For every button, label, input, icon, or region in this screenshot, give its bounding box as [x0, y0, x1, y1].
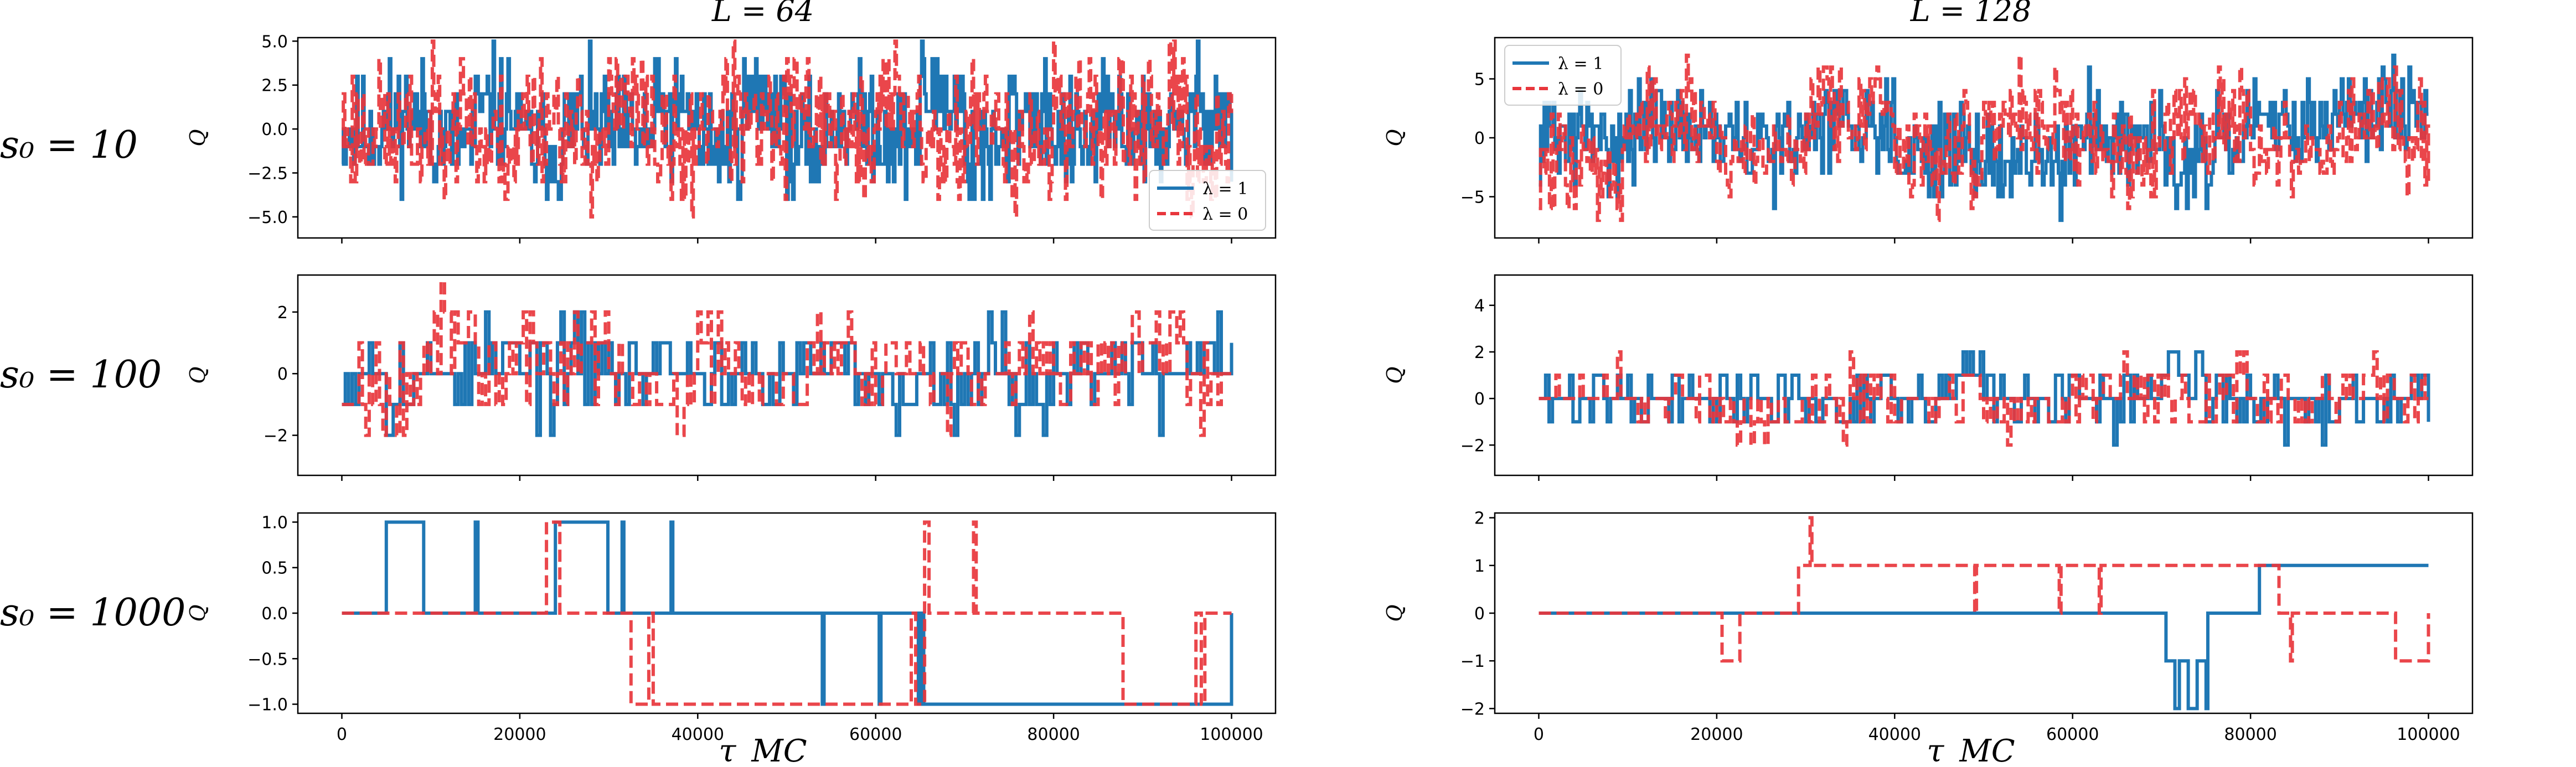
panel-L128_s100: −2 0 2 4 Q [1382, 274, 2474, 481]
legend-label: λ = 1 [1558, 54, 1603, 74]
panel-L64_s1000: −1.0 −0.5 0.0 0.5 1.0 Q 0 20000 40000 60000 80000 1… [185, 512, 1277, 744]
y-tick-label: 5 [1474, 70, 1485, 90]
column-title-right: L = 128 [1910, 0, 2032, 28]
y-tick-label: 0.5 [261, 559, 288, 578]
x-tick-label: 60000 [2046, 725, 2099, 744]
x-tick-label: 0 [337, 725, 347, 744]
y-tick-label: −2.5 [247, 164, 288, 184]
series-line-lambda0 [342, 520, 1232, 706]
y-tick-label: 2 [1474, 343, 1485, 362]
y-tick-label: 0 [277, 365, 288, 384]
series-line-lambda1 [1539, 563, 2429, 711]
axes-frame [297, 37, 1277, 239]
y-tick-label: −2 [1460, 436, 1485, 455]
y-tick-label: −1 [1460, 652, 1485, 671]
x-tick-label: 80000 [2224, 725, 2276, 744]
y-tick-label: −5.0 [247, 208, 288, 227]
series-line-lambda1 [342, 520, 1233, 706]
y-tick-label: 0 [1474, 390, 1485, 409]
series-line-lambda1 [1539, 350, 2430, 447]
row-label-s10: s₀ = 10 [0, 123, 138, 167]
x-tick-label: 60000 [849, 725, 902, 744]
row-label-s100: s₀ = 100 [0, 353, 162, 397]
y-axis-label: Q [1382, 366, 1407, 384]
legend-label: λ = 0 [1202, 205, 1248, 224]
x-tick-label: 0 [1534, 725, 1544, 744]
panel-L64_s10: −5.0 −2.5 0.0 2.5 5.0 Qλ = 1 λ = 0 [185, 32, 1277, 243]
y-axis-label: Q [1382, 604, 1407, 621]
x-tick-label: 20000 [493, 725, 546, 744]
legend: λ = 1 λ = 0 [1149, 170, 1266, 231]
column-title-left: L = 64 [711, 0, 814, 28]
y-tick-label: 0 [1474, 604, 1485, 624]
y-tick-label: 2 [1474, 509, 1485, 528]
axes-frame [297, 274, 1277, 476]
y-tick-label: 4 [1474, 297, 1485, 316]
y-tick-label: 2 [277, 303, 288, 323]
y-tick-label: −5 [1460, 188, 1485, 207]
y-tick-label: 1 [1474, 557, 1485, 576]
x-tick-label: 40000 [1868, 725, 1921, 744]
series-line-lambda0 [1539, 516, 2430, 663]
x-tick-label: 100000 [1200, 725, 1263, 744]
series-line-lambda0 [1539, 350, 2429, 447]
series-line-lambda1 [342, 310, 1233, 437]
row-label-s1000: s₀ = 1000 [0, 591, 185, 635]
y-axis-label: Q [185, 604, 210, 621]
y-tick-label: 0 [1474, 129, 1485, 148]
series-line-lambda0 [342, 39, 1233, 219]
y-tick-label: 1.0 [261, 513, 288, 532]
panel-L64_s100: −2 0 2 Q [185, 274, 1277, 481]
x-tick-label: 80000 [1027, 725, 1080, 744]
panel-L128_s1000: −2 −1 0 1 2 Q 0 20000 40000 60000 80000 100000 [1382, 509, 2474, 744]
y-tick-label: −0.5 [247, 650, 288, 669]
series-line-lambda0 [342, 279, 1232, 437]
y-axis-label: Q [185, 129, 210, 146]
y-tick-label: 2.5 [261, 76, 288, 96]
y-tick-label: 0.0 [261, 120, 288, 139]
x-tick-label: 100000 [2397, 725, 2460, 744]
legend-label: λ = 0 [1558, 80, 1603, 99]
x-tick-label: 20000 [1690, 725, 1743, 744]
legend: λ = 1 λ = 0 [1504, 45, 1622, 106]
series-line-lambda0 [1539, 53, 2430, 222]
y-tick-label: −1.0 [247, 696, 288, 715]
y-tick-label: −2 [264, 427, 288, 446]
xlabel-right: τ_MC [1927, 733, 2015, 767]
y-tick-label: −2 [1460, 699, 1485, 719]
y-tick-label: 0.0 [261, 604, 288, 624]
x-tick-label: 40000 [672, 725, 724, 744]
legend-label: λ = 1 [1202, 179, 1248, 199]
panel-L128_s10: −5 0 5 Qλ = 1 λ = 0 [1382, 37, 2474, 243]
y-axis-label: Q [185, 366, 210, 384]
y-axis-label: Q [1382, 129, 1407, 146]
xlabel-left: τ_MC [719, 733, 807, 767]
axes-frame [1494, 274, 2474, 476]
y-tick-label: 5.0 [261, 32, 288, 51]
